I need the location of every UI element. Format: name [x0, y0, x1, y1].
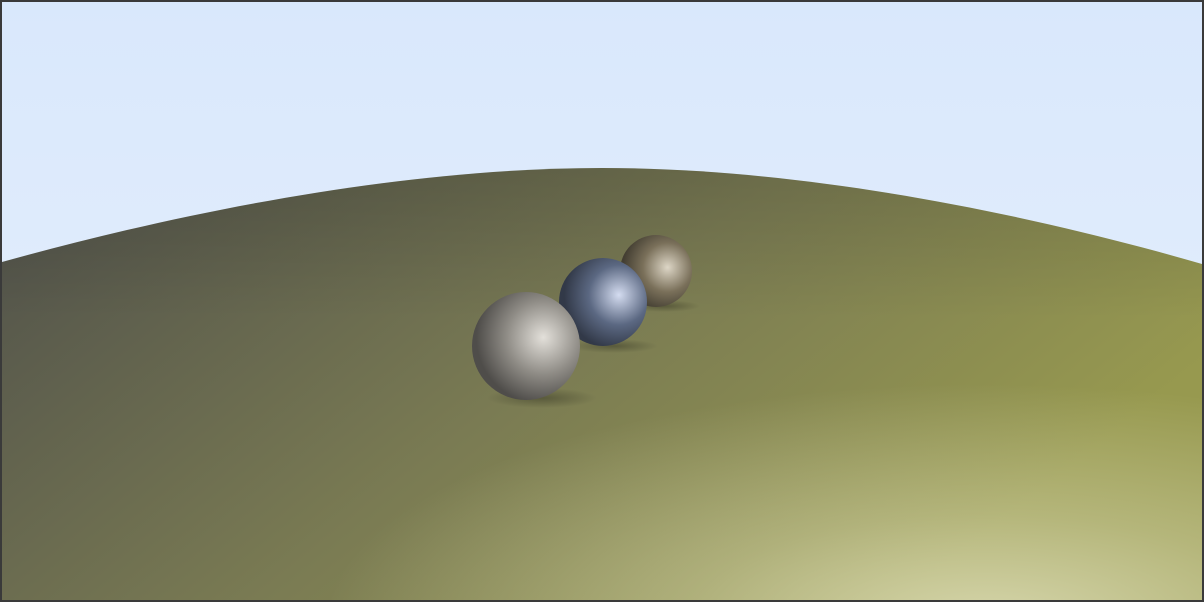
large-grey-sphere[interactable] — [472, 292, 580, 400]
ground-light-spot — [2, 168, 1202, 600]
blue-sphere[interactable] — [559, 258, 647, 346]
